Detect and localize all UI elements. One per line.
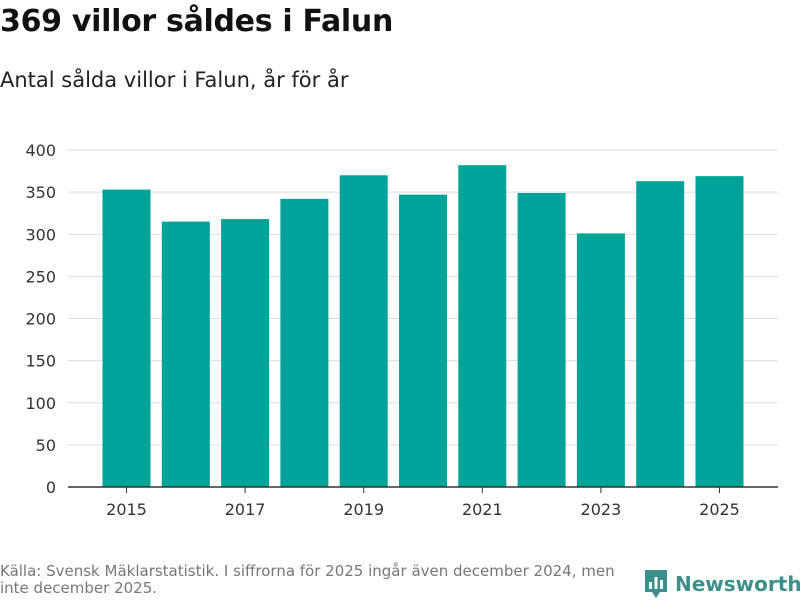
bar-2024 [636, 181, 685, 488]
bar-2018 [280, 198, 329, 488]
y-tick-label-200: 200 [25, 310, 56, 329]
x-tick-label-2025: 2025 [699, 500, 740, 519]
bar-2020 [399, 194, 447, 487]
bar-2023 [576, 233, 625, 487]
bar-2019 [339, 175, 388, 487]
y-tick-label-300: 300 [25, 225, 56, 244]
chart-title: 369 villor såldes i Falun [0, 4, 394, 39]
y-tick-label-400: 400 [25, 141, 56, 160]
bar-2025 [695, 176, 744, 487]
x-axis-ticks: 2015 2017 2019 2021 2023 2025 [106, 487, 740, 519]
bar-2015 [102, 189, 151, 487]
y-tick-label-150: 150 [25, 352, 56, 371]
chart-subtitle: Antal sålda villor i Falun, år för år [0, 68, 349, 92]
bar-2021 [458, 165, 507, 488]
brand-logo: Newsworthy [643, 568, 800, 600]
bar-2017 [221, 219, 270, 487]
y-tick-label-100: 100 [25, 394, 56, 413]
source-note: Källa: Svensk Mäklarstatistik. I siffror… [0, 562, 615, 597]
newsworthy-logo-icon [645, 570, 667, 598]
y-tick-label-350: 350 [25, 183, 56, 202]
x-tick-label-2017: 2017 [225, 500, 266, 519]
x-tick-label-2019: 2019 [343, 500, 384, 519]
brand-name: Newsworthy [675, 572, 800, 596]
x-tick-label-2021: 2021 [462, 500, 503, 519]
bars [102, 165, 744, 488]
y-tick-label-250: 250 [25, 267, 56, 286]
x-tick-label-2023: 2023 [581, 500, 622, 519]
bar-2022 [517, 192, 566, 487]
y-axis-ticks: 0 50 100 150 200 250 300 350 400 [25, 141, 56, 497]
y-tick-label-0: 0 [46, 478, 56, 497]
y-tick-label-50: 50 [36, 436, 56, 455]
x-tick-label-2015: 2015 [106, 500, 147, 519]
bar-2016 [161, 221, 210, 488]
